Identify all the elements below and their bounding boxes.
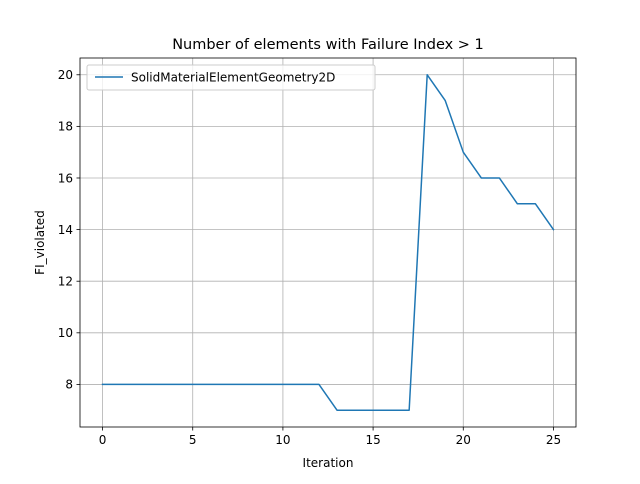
y-tick-label: 8: [65, 378, 73, 392]
chart-title: Number of elements with Failure Index > …: [172, 37, 484, 53]
plot-area-background: [80, 58, 576, 427]
x-tick-label: 20: [456, 433, 471, 447]
y-axis-label: FI_violated: [33, 210, 47, 275]
x-tick-label: 10: [275, 433, 290, 447]
y-tick-label: 10: [58, 326, 73, 340]
x-tick-label: 25: [546, 433, 561, 447]
y-tick-label: 20: [58, 68, 73, 82]
y-tick-label: 16: [58, 171, 73, 185]
x-tick-label: 0: [99, 433, 107, 447]
x-tick-label: 15: [365, 433, 380, 447]
y-tick-label: 12: [58, 275, 73, 289]
legend-label: SolidMaterialElementGeometry2D: [131, 71, 335, 85]
y-tick-label: 18: [58, 120, 73, 134]
y-tick-label: 14: [58, 223, 73, 237]
x-axis-label: Iteration: [303, 456, 354, 470]
x-tick-label: 5: [189, 433, 197, 447]
legend: SolidMaterialElementGeometry2D: [87, 65, 375, 90]
